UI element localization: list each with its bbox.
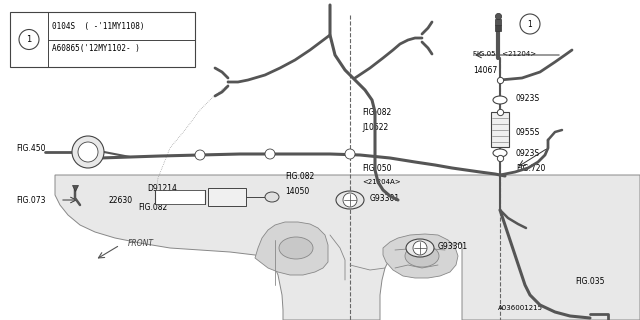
Circle shape [343, 193, 357, 207]
Text: FIG.720: FIG.720 [516, 164, 545, 172]
Text: FIG.082: FIG.082 [362, 108, 391, 116]
Text: 0955S: 0955S [516, 127, 540, 137]
Circle shape [19, 29, 39, 50]
Circle shape [78, 142, 98, 162]
Text: FIG.082: FIG.082 [138, 203, 167, 212]
Text: 0923S: 0923S [516, 148, 540, 157]
Text: J10622: J10622 [362, 123, 388, 132]
Text: A036001215: A036001215 [498, 305, 543, 311]
Ellipse shape [336, 191, 364, 209]
Text: D91214: D91214 [147, 183, 177, 193]
Text: 14050: 14050 [285, 187, 309, 196]
Text: FIG.450: FIG.450 [16, 143, 45, 153]
Text: FIG.050: FIG.050 [362, 164, 392, 172]
Circle shape [345, 149, 355, 159]
Ellipse shape [493, 149, 507, 157]
Text: FRONT: FRONT [128, 238, 154, 247]
Bar [491, 112, 509, 147]
Bar [155, 190, 205, 204]
Text: 22630: 22630 [108, 196, 132, 204]
Ellipse shape [265, 192, 279, 202]
Text: 14067: 14067 [473, 66, 497, 75]
Circle shape [195, 150, 205, 160]
Polygon shape [383, 234, 458, 278]
Text: 0923S: 0923S [516, 93, 540, 102]
Circle shape [520, 14, 540, 34]
Bar [208, 188, 246, 206]
Text: G93301: G93301 [370, 194, 400, 203]
Ellipse shape [279, 237, 313, 259]
Text: FIG.035: FIG.035 [575, 277, 605, 286]
Text: 1: 1 [527, 20, 532, 28]
Circle shape [265, 149, 275, 159]
Text: FIG.050 <21204>: FIG.050 <21204> [473, 51, 536, 57]
Text: FIG.082: FIG.082 [285, 172, 314, 180]
Text: 0104S  ( -'11MY1108): 0104S ( -'11MY1108) [52, 21, 145, 30]
Text: 1: 1 [26, 35, 31, 44]
Circle shape [413, 241, 427, 255]
Ellipse shape [405, 245, 439, 267]
Ellipse shape [406, 239, 434, 257]
Polygon shape [255, 222, 328, 275]
Circle shape [72, 136, 104, 168]
Text: G93301: G93301 [438, 242, 468, 251]
Polygon shape [55, 175, 640, 320]
Text: FIG.073: FIG.073 [16, 196, 45, 204]
Bar [10, 12, 195, 67]
Text: <21204A>: <21204A> [362, 179, 401, 185]
Text: A60865('12MY1102- ): A60865('12MY1102- ) [52, 44, 140, 52]
Ellipse shape [493, 96, 507, 104]
